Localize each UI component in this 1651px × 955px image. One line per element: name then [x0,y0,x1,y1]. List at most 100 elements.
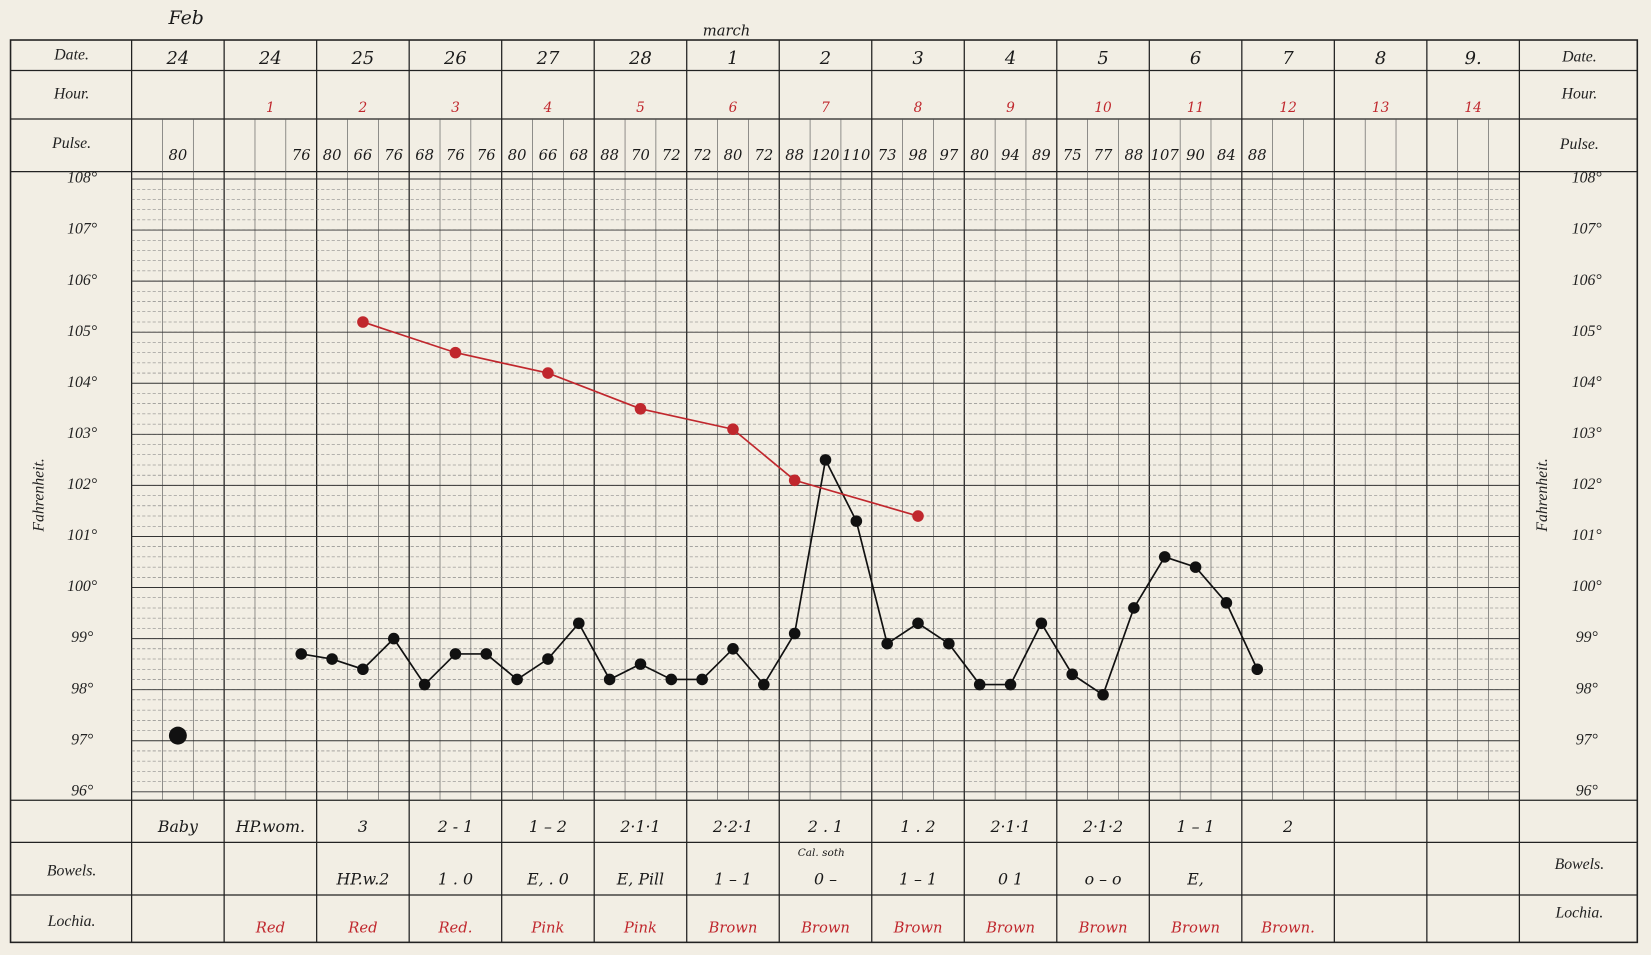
date: 6 [1190,48,1201,69]
temperature-point [973,678,986,691]
lochia: Red [347,920,377,937]
temperature-point [758,678,770,691]
pulse: 88 [600,147,619,164]
lochia: Brown [800,920,850,937]
pulse: 80 [724,147,743,164]
date: 25 [351,48,375,69]
note: 1 – 1 [1177,817,1215,836]
pulse: 80 [169,147,188,164]
y-tick-label: 98° [1576,680,1599,697]
note: Baby [157,817,199,836]
y-tick-label: 103° [1572,425,1603,442]
pulse: 77 [1094,147,1113,164]
date: 8 [1375,48,1386,69]
lochia: Brown. [1260,920,1315,937]
date: 27 [536,48,560,69]
axis-label: Fahrenheit. [1534,458,1551,532]
temperature-point [696,673,708,686]
pulse: 76 [446,147,465,164]
date: 2 [819,48,831,69]
pulse: 73 [878,147,897,164]
bowels: 0 1 [998,870,1023,889]
lochia: Brown [1170,920,1220,937]
pulse: 80 [970,147,989,164]
temperature-point [295,648,308,660]
temperature-point [912,510,924,522]
pulse: 88 [1248,147,1267,164]
hour: 4 [543,100,553,116]
date: 9. [1465,48,1482,69]
temperature-point [1158,551,1171,563]
bowels: E, Pill [616,870,664,889]
note: 2·1·2 [1082,817,1123,836]
y-tick-label: 108° [67,170,98,187]
row-label: Bowels. [1555,856,1605,873]
temperature-point [1189,561,1202,573]
pulse: 76 [477,147,496,164]
temperature-point [727,643,739,655]
row-label: Pulse. [51,135,91,152]
lochia: Pink [623,920,657,937]
note: 1 . 2 [900,817,935,836]
y-tick-label: 97° [71,731,94,748]
temperature-point [634,658,647,670]
temperature-point [850,515,863,527]
hour: 6 [729,100,738,116]
temperature-point [168,726,187,745]
note: 3 [358,817,368,836]
y-tick-label: 106° [1572,272,1603,289]
bowels: o – o [1085,870,1122,889]
temperature-line [362,321,919,517]
date: 4 [1004,48,1016,69]
lochia: Red. [437,920,472,937]
hour: 7 [821,100,830,116]
y-tick-label: 96° [71,782,94,799]
y-tick-label: 102° [67,476,98,493]
temperature-point [912,617,924,630]
temperature-point [387,632,400,645]
date: 24 [166,48,190,69]
date: 24 [258,48,282,69]
date: 1 [727,48,738,69]
pulse: 76 [292,147,311,164]
row-label: Date. [53,46,89,63]
pulse: 80 [508,147,527,164]
row-label: Pulse. [1559,136,1599,153]
hour: 8 [914,100,923,116]
axis-label: Fahrenheit. [31,458,48,532]
temperature-point [881,637,893,650]
temperature-point [634,403,647,415]
lochia: Pink [530,920,564,937]
temperature-point [603,673,616,686]
pulse: 98 [909,147,928,164]
temperature-point [1004,678,1017,691]
lochia: Brown [1078,920,1128,937]
hour: 5 [636,100,645,116]
bowels: 0 – [814,870,837,889]
temperature-point [542,653,554,665]
temperature-point [1251,663,1264,676]
temperature-point [480,648,493,660]
row-label: Bowels. [47,862,97,879]
bowels: E, . 0 [526,870,569,889]
y-tick-label: 105° [67,323,98,340]
y-tick-label: 97° [1576,731,1599,748]
pulse: 120 [811,147,839,164]
hour: 10 [1094,100,1112,116]
row-label: Date. [1561,49,1597,66]
temperature-point [788,474,801,487]
pulse: 97 [939,147,958,164]
lochia: Brown [985,920,1035,937]
note: HP.wom. [235,817,305,836]
row-label: Hour. [53,85,90,102]
hour: 12 [1279,100,1296,116]
date: 5 [1097,48,1108,69]
pulse: 75 [1063,147,1082,164]
bowels: 1 . 0 [438,870,473,889]
pulse: 66 [354,147,373,164]
y-tick-label: 100° [1572,578,1603,595]
y-tick-label: 101° [1572,527,1603,544]
note: 2·2·1 [712,817,753,836]
temperature-point [1128,602,1140,614]
pulse: 110 [842,147,870,164]
